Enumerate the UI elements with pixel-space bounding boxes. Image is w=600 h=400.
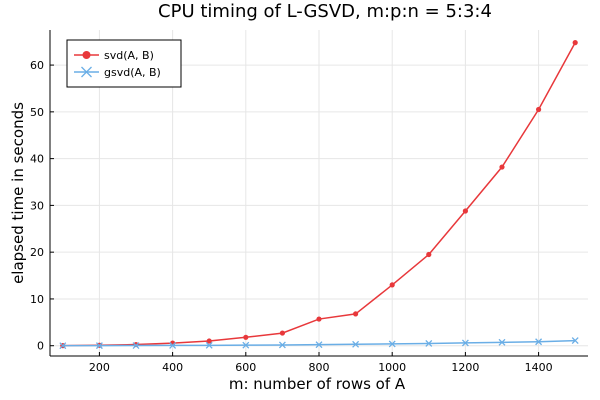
x-tick-label-3: 800 bbox=[309, 361, 330, 374]
x-tick-label-2: 600 bbox=[235, 361, 256, 374]
y-tick-label-6: 60 bbox=[30, 59, 44, 72]
series-1-point-1 bbox=[95, 342, 103, 350]
y-tick-label-2: 20 bbox=[30, 246, 44, 259]
legend-label-0: svd(A, B) bbox=[104, 49, 154, 62]
grid-layer bbox=[50, 30, 588, 356]
series-0-point-7 bbox=[316, 316, 322, 322]
legend-marker-0 bbox=[82, 51, 91, 59]
series-1-point-8 bbox=[352, 340, 360, 348]
series-0-point-13 bbox=[535, 106, 542, 113]
legend-label-1: gsvd(A, B) bbox=[104, 66, 161, 79]
y-tick-label-3: 30 bbox=[30, 199, 44, 212]
series-1-point-2 bbox=[132, 342, 140, 349]
series-0-point-4 bbox=[206, 338, 212, 344]
y-tick-label-4: 40 bbox=[30, 153, 44, 166]
series-1-point-5 bbox=[242, 341, 250, 349]
series-0-point-9 bbox=[389, 282, 395, 288]
axes-layer: 200 400 600 800 1000 1200 1400 0 10 20 30 40 50 60 bbox=[30, 30, 588, 374]
y-tick-label-0: 0 bbox=[37, 340, 44, 353]
series-1-point-13 bbox=[535, 338, 543, 346]
series-0-point-11 bbox=[462, 208, 468, 214]
series-1-point-12 bbox=[498, 338, 506, 346]
x-axis-label: m: number of rows of A bbox=[229, 375, 406, 393]
x-tick-label-6: 1400 bbox=[525, 361, 553, 374]
legend-marker-1 bbox=[81, 66, 92, 78]
series-1-point-9 bbox=[388, 340, 396, 348]
x-tick-label-1: 400 bbox=[162, 361, 183, 374]
series-0-point-5 bbox=[243, 334, 249, 340]
series-1-point-3 bbox=[169, 341, 177, 349]
series-0-point-14 bbox=[572, 40, 578, 46]
legend: svd(A, B) gsvd(A, B) bbox=[66, 39, 182, 88]
series-1-point-4 bbox=[205, 341, 213, 349]
y-axis-label: elapsed time in seconds bbox=[9, 102, 27, 284]
series-0-point-8 bbox=[352, 311, 359, 317]
series-1-point-11 bbox=[461, 339, 469, 347]
x-tick-label-4: 1000 bbox=[378, 361, 406, 374]
series-1-point-0 bbox=[59, 342, 67, 350]
y-tick-label-5: 50 bbox=[30, 106, 44, 119]
x-tick-label-0: 200 bbox=[89, 361, 110, 374]
series-layer bbox=[59, 40, 579, 350]
legend-box bbox=[66, 39, 182, 88]
y-tick-label-1: 10 bbox=[30, 293, 44, 306]
series-1-point-14 bbox=[571, 337, 579, 345]
series-0-point-10 bbox=[426, 251, 432, 258]
series-0-point-12 bbox=[499, 164, 505, 170]
series-1-point-10 bbox=[425, 340, 433, 347]
series-0-point-6 bbox=[279, 330, 286, 336]
series-1-point-6 bbox=[278, 341, 286, 349]
x-tick-label-5: 1200 bbox=[451, 361, 479, 374]
chart-title: CPU timing of L-GSVD, m:p:n = 5:3:4 bbox=[158, 1, 492, 22]
series-1-point-7 bbox=[315, 341, 323, 349]
